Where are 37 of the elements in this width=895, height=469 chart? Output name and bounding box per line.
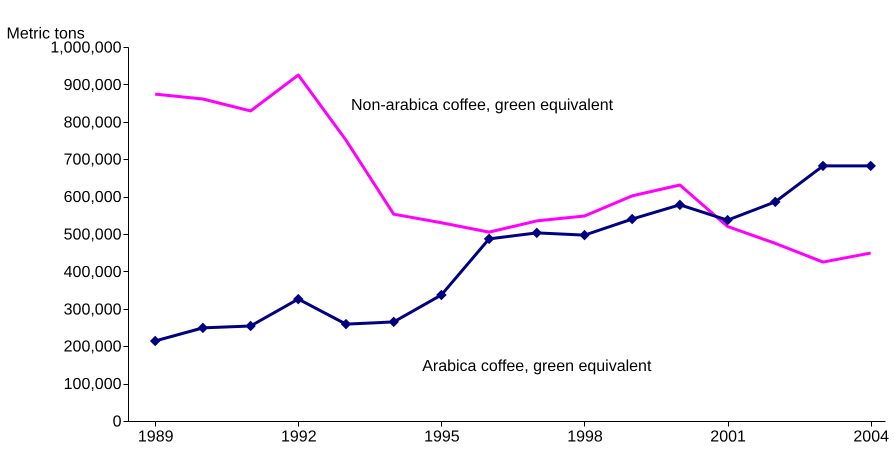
y-tick-label: 500,000 [64, 226, 122, 244]
point [484, 234, 494, 244]
y-tick-label: 800,000 [64, 114, 122, 132]
series-label: Non-arabica coffee, green equivalent [350, 97, 614, 114]
x-tick-label: 2001 [710, 428, 746, 446]
line-series [154, 74, 872, 264]
y-tick-label: 600,000 [64, 189, 122, 206]
y-tick-label: 700,000 [64, 152, 122, 169]
point [532, 228, 542, 238]
y-tick-label: 200,000 [64, 338, 122, 356]
point [579, 230, 590, 240]
point [388, 316, 399, 328]
y-tick-label: 0 [112, 414, 122, 430]
point [150, 336, 160, 346]
text: Arabica coffee, green equivalent [422, 358, 652, 375]
point [245, 320, 256, 332]
x-tick-label: 1998 [567, 428, 603, 446]
point [818, 160, 828, 172]
point [626, 214, 638, 224]
point [722, 214, 733, 226]
x-tick-label: 2004 [853, 428, 890, 446]
y-tick-label: 300,000 [64, 301, 122, 318]
point [436, 290, 447, 300]
point [293, 294, 304, 304]
point [198, 322, 208, 334]
point [865, 160, 876, 172]
x-tick-label: 1992 [280, 428, 317, 446]
y-tick-label: 100,000 [64, 376, 122, 394]
point [770, 196, 781, 208]
x-tick-label: 1989 [138, 428, 174, 446]
y-tick-label: 1,000,000 [50, 40, 122, 56]
y-tick-label: 900,000 [64, 76, 122, 94]
point [340, 318, 352, 330]
y-tick-label: 400,000 [64, 264, 122, 281]
y-axis-title: Metric tons [6, 26, 85, 42]
x-tick-label: 1995 [424, 428, 460, 446]
point [674, 200, 686, 210]
